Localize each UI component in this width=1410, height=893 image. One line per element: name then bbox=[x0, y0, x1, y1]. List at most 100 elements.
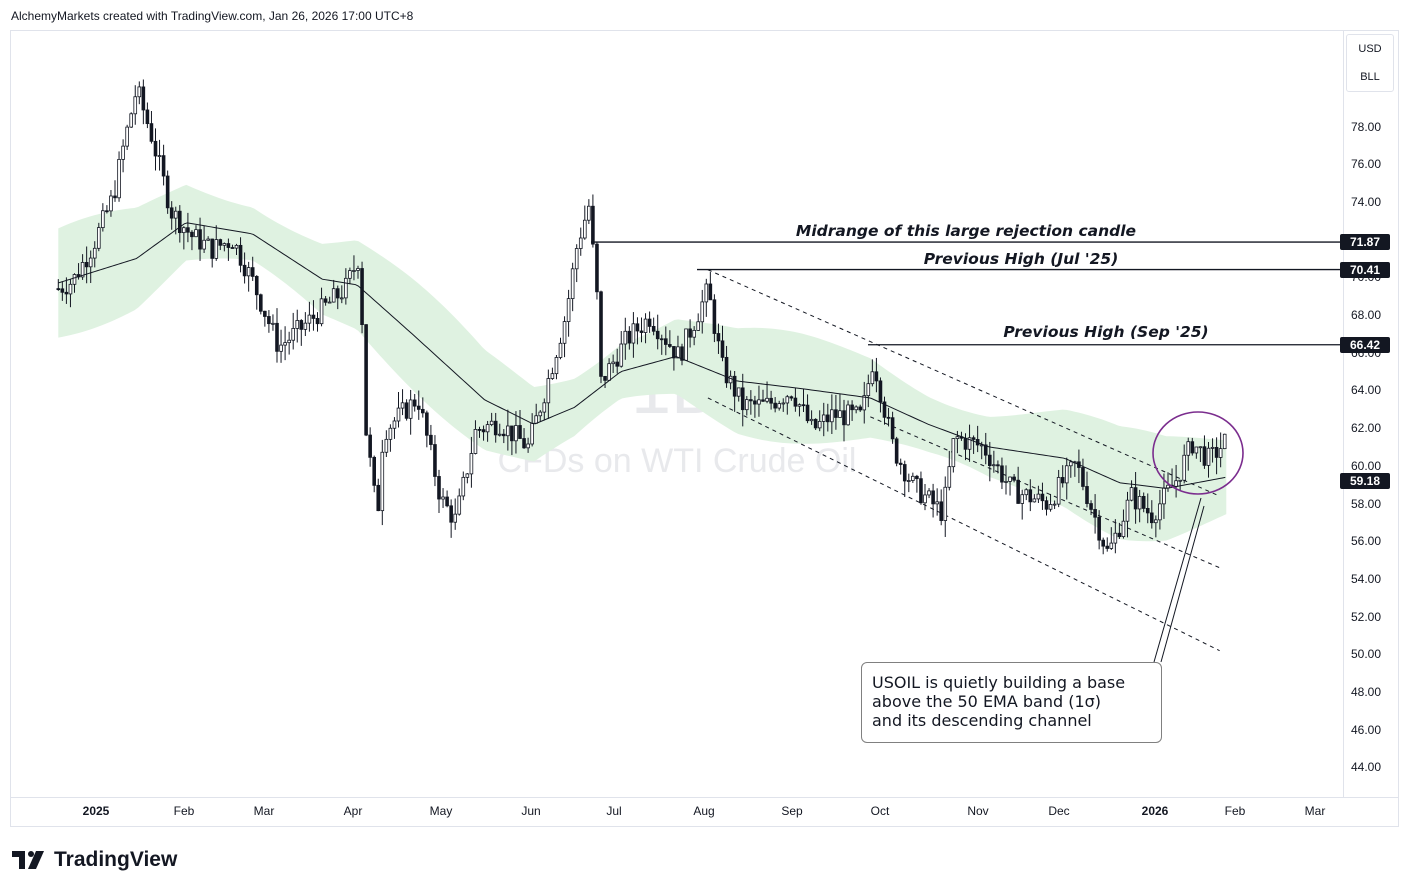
candle-body bbox=[457, 495, 462, 515]
time-axis-tick: Feb bbox=[1224, 804, 1246, 818]
candle-body bbox=[1048, 504, 1053, 510]
candle-body bbox=[461, 476, 466, 497]
candle-body bbox=[234, 244, 239, 249]
candle-body bbox=[1198, 446, 1203, 449]
candle-body bbox=[348, 270, 352, 279]
candle-body bbox=[745, 399, 749, 411]
tradingview-logo[interactable]: TradingView bbox=[12, 848, 177, 872]
candle-body bbox=[64, 291, 69, 295]
candle-body bbox=[1040, 493, 1045, 502]
candle-body bbox=[1137, 495, 1142, 510]
candle-body bbox=[420, 408, 425, 414]
candle-body bbox=[137, 86, 142, 98]
candle-body bbox=[1145, 508, 1150, 514]
candle-body bbox=[817, 420, 822, 429]
candle-body bbox=[927, 490, 931, 496]
candle-body bbox=[797, 404, 802, 407]
candle-body bbox=[376, 484, 381, 512]
candle-body bbox=[639, 330, 644, 333]
candle-body bbox=[477, 429, 482, 431]
level-price-tag: 70.41 bbox=[1340, 261, 1390, 278]
candle-body bbox=[254, 276, 259, 296]
candle-body bbox=[753, 400, 757, 405]
candle-body bbox=[992, 464, 996, 467]
candle-body bbox=[1105, 545, 1110, 549]
candle-body bbox=[250, 267, 255, 277]
candle-body bbox=[226, 243, 231, 248]
candle-body bbox=[263, 310, 267, 317]
candle-body bbox=[615, 361, 619, 367]
candle-body bbox=[372, 456, 376, 486]
candle-body bbox=[190, 231, 194, 238]
candle-body bbox=[1012, 476, 1016, 481]
time-axis-tick: Sep bbox=[781, 804, 803, 818]
candle-body bbox=[242, 264, 247, 277]
candle-body bbox=[1194, 446, 1199, 454]
price-axis-tick: 46.00 bbox=[1351, 722, 1382, 737]
candle-body bbox=[352, 270, 356, 272]
candle-body bbox=[1129, 487, 1134, 501]
candle-body bbox=[218, 239, 223, 246]
price-axis-tick: 62.00 bbox=[1351, 421, 1382, 436]
candle-body bbox=[291, 328, 295, 341]
candle-body bbox=[781, 402, 786, 405]
candle-body bbox=[979, 444, 984, 447]
current-price-tag: 59.18 bbox=[1340, 473, 1390, 490]
candle-body bbox=[522, 438, 526, 449]
candle-body bbox=[323, 298, 328, 303]
candle-body bbox=[246, 267, 251, 277]
candle-body bbox=[149, 123, 154, 142]
candle-body bbox=[1060, 477, 1065, 484]
candle-body bbox=[283, 342, 287, 346]
candle-body bbox=[429, 434, 433, 445]
candle-body bbox=[1113, 532, 1118, 544]
channel-upper-line bbox=[707, 269, 1220, 497]
candle-body bbox=[785, 396, 790, 404]
candle-body bbox=[117, 159, 121, 199]
candle-body bbox=[951, 438, 956, 468]
candle-body bbox=[206, 238, 210, 241]
candle-body bbox=[578, 237, 583, 249]
candle-body bbox=[344, 277, 348, 299]
level-annotation: Previous High (Sep '25) bbox=[1003, 322, 1209, 341]
candle-body bbox=[805, 404, 810, 422]
candle-body bbox=[842, 410, 846, 426]
candle-body bbox=[72, 274, 77, 285]
candle-body bbox=[56, 288, 61, 291]
candle-body bbox=[489, 420, 494, 426]
candle-body bbox=[1121, 520, 1126, 538]
candle-body bbox=[1133, 487, 1138, 510]
candle-body bbox=[971, 437, 976, 440]
candle-body bbox=[821, 414, 826, 422]
candle-body bbox=[627, 330, 632, 344]
candle-body bbox=[84, 262, 89, 268]
candle-body bbox=[923, 494, 927, 504]
price-axis-tick: 48.00 bbox=[1351, 685, 1382, 699]
candle-body bbox=[80, 262, 85, 278]
candle-body bbox=[299, 320, 304, 330]
candle-body bbox=[437, 476, 441, 500]
level-price-tag: 71.87 bbox=[1340, 234, 1390, 251]
candle-body bbox=[1085, 486, 1089, 504]
candle-body bbox=[765, 397, 769, 402]
unit-selector[interactable]: USD BLL bbox=[1346, 34, 1394, 92]
candle-body bbox=[177, 210, 182, 234]
time-axis-tick: Apr bbox=[343, 804, 363, 818]
candle-body bbox=[392, 420, 397, 429]
price-axis-tick: 60.00 bbox=[1351, 458, 1382, 473]
candle-body bbox=[599, 291, 603, 377]
candle-body bbox=[202, 239, 206, 250]
candle-body bbox=[611, 361, 615, 365]
candle-body bbox=[275, 322, 279, 352]
candle-body bbox=[97, 227, 101, 249]
candle-body bbox=[121, 145, 125, 160]
level-layer bbox=[591, 241, 1343, 346]
candle-body bbox=[736, 387, 741, 397]
candle-body bbox=[339, 297, 344, 300]
time-axis-tick: Feb bbox=[173, 804, 195, 818]
candle-body bbox=[554, 357, 559, 375]
candle-body bbox=[141, 86, 146, 111]
candle-body bbox=[412, 399, 417, 407]
candle-body bbox=[514, 425, 518, 442]
